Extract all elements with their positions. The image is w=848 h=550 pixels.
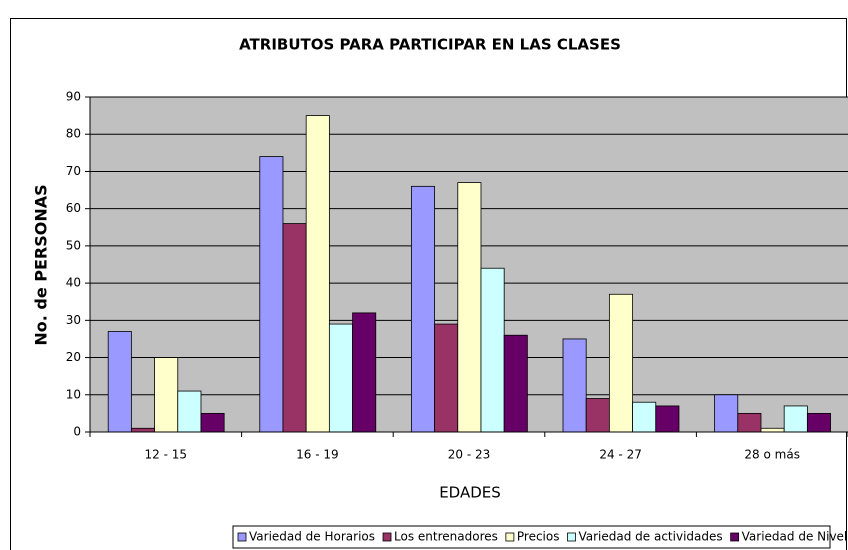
bar xyxy=(328,323,353,433)
bar xyxy=(177,390,202,433)
chart-title: ATRIBUTOS PARA PARTICIPAR EN LAS CLASES xyxy=(239,36,621,54)
bar xyxy=(480,267,505,433)
legend-box xyxy=(232,525,831,549)
bar xyxy=(282,223,307,433)
x-tick-label: 28 o más xyxy=(744,448,800,462)
legend-label: Precios xyxy=(517,530,560,544)
bar xyxy=(305,115,330,433)
legend-swatch xyxy=(505,532,515,542)
legend-swatch xyxy=(730,532,740,542)
y-tick-label: 20 xyxy=(66,350,81,364)
bar xyxy=(352,312,377,433)
bar xyxy=(434,323,459,433)
bar xyxy=(585,398,610,433)
bar xyxy=(806,412,831,433)
y-axis-label: No. de PERSONAS xyxy=(32,184,51,345)
bar xyxy=(655,405,680,433)
bar xyxy=(130,427,155,433)
bar xyxy=(783,405,808,433)
bar xyxy=(562,338,587,433)
bar xyxy=(608,293,633,433)
y-tick-label: 70 xyxy=(66,164,81,178)
legend-label: Los entrenadores xyxy=(394,530,498,544)
legend-label: Variedad de Horarios xyxy=(249,530,375,544)
x-tick-label: 16 - 19 xyxy=(296,448,339,462)
y-tick-label: 0 xyxy=(73,425,81,439)
legend-swatch xyxy=(567,532,576,542)
legend-swatch xyxy=(382,532,392,542)
bar xyxy=(410,185,435,433)
x-tick-label: 12 - 15 xyxy=(145,448,188,462)
legend-label: Variedad de Niveles xyxy=(742,530,848,544)
x-tick-label: 20 - 23 xyxy=(448,448,491,462)
bar xyxy=(503,334,528,433)
y-tick-label: 80 xyxy=(66,127,81,141)
bar xyxy=(200,412,225,433)
y-tick-label: 50 xyxy=(66,238,81,252)
y-tick-label: 30 xyxy=(66,313,81,327)
bar xyxy=(107,331,132,433)
y-tick-label: 10 xyxy=(66,387,81,401)
legend-label: Variedad de actividades xyxy=(578,530,722,544)
x-axis-label: EDADES xyxy=(439,484,501,502)
bar xyxy=(760,427,785,433)
legend-swatch xyxy=(237,532,247,542)
bar xyxy=(714,394,739,433)
y-tick-label: 60 xyxy=(66,201,81,215)
y-tick-label: 90 xyxy=(66,90,81,104)
bar xyxy=(632,401,657,433)
y-tick-label: 40 xyxy=(66,276,81,290)
bar xyxy=(259,156,284,433)
bar xyxy=(737,412,762,433)
bar xyxy=(457,182,482,433)
bar xyxy=(154,357,179,433)
x-tick-label: 24 - 27 xyxy=(599,448,642,462)
